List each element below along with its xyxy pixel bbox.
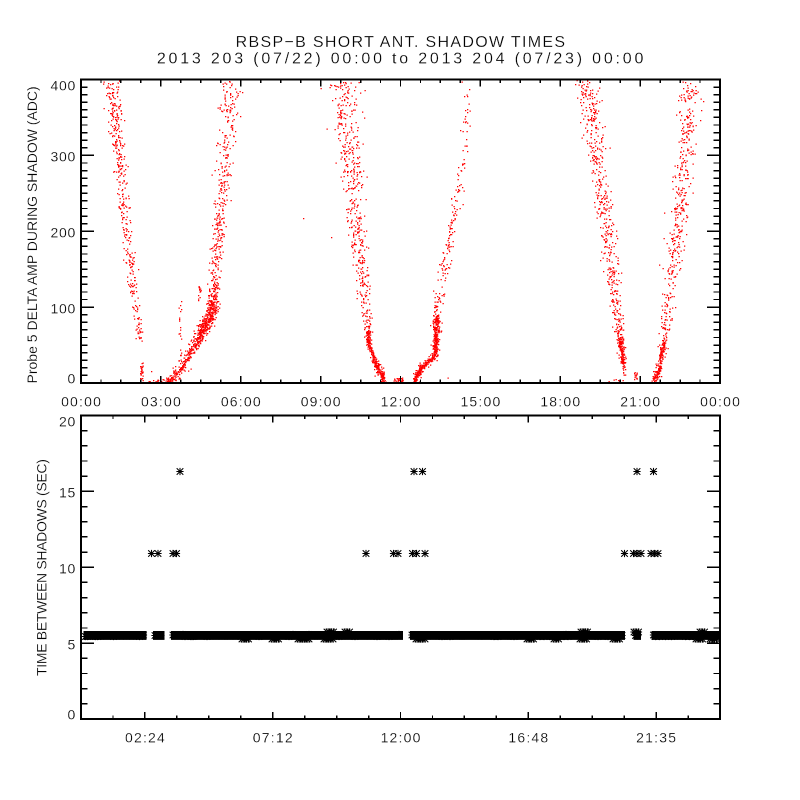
svg-text:15: 15 <box>59 485 76 501</box>
svg-text:16:48: 16:48 <box>508 729 549 745</box>
svg-text:Probe 5 DELTA AMP DURING SHADO: Probe 5 DELTA AMP DURING SHADOW (ADC) <box>24 86 40 383</box>
svg-text:0: 0 <box>68 707 77 723</box>
svg-text:00:00: 00:00 <box>700 393 741 409</box>
svg-text:02:24: 02:24 <box>125 729 166 745</box>
svg-text:21:35: 21:35 <box>636 729 677 745</box>
svg-text:00:00: 00:00 <box>61 393 102 409</box>
svg-text:RBSP−B SHORT ANT. SHADOW TIMES: RBSP−B SHORT ANT. SHADOW TIMES <box>236 34 567 51</box>
svg-text:18:00: 18:00 <box>540 393 581 409</box>
svg-text:10: 10 <box>59 561 76 577</box>
svg-text:300: 300 <box>51 149 76 165</box>
svg-text:09:00: 09:00 <box>301 393 342 409</box>
svg-text:200: 200 <box>51 225 76 241</box>
svg-text:06:00: 06:00 <box>221 393 262 409</box>
svg-text:12:00: 12:00 <box>381 729 422 745</box>
svg-text:5: 5 <box>68 636 77 652</box>
svg-text:TIME BETWEEN SHADOWS (SEC): TIME BETWEEN SHADOWS (SEC) <box>34 459 50 675</box>
svg-text:07:12: 07:12 <box>253 729 294 745</box>
svg-text:12:00: 12:00 <box>381 393 422 409</box>
svg-text:21:00: 21:00 <box>620 393 661 409</box>
svg-text:100: 100 <box>51 300 76 316</box>
svg-text:400: 400 <box>51 78 76 94</box>
svg-text:20: 20 <box>59 414 76 430</box>
svg-text:03:00: 03:00 <box>141 393 182 409</box>
svg-text:15:00: 15:00 <box>460 393 501 409</box>
svg-text:2013 203 (07/22) 00:00 to 2013: 2013 203 (07/22) 00:00 to 2013 204 (07/2… <box>157 51 646 68</box>
svg-text:0: 0 <box>68 371 77 387</box>
